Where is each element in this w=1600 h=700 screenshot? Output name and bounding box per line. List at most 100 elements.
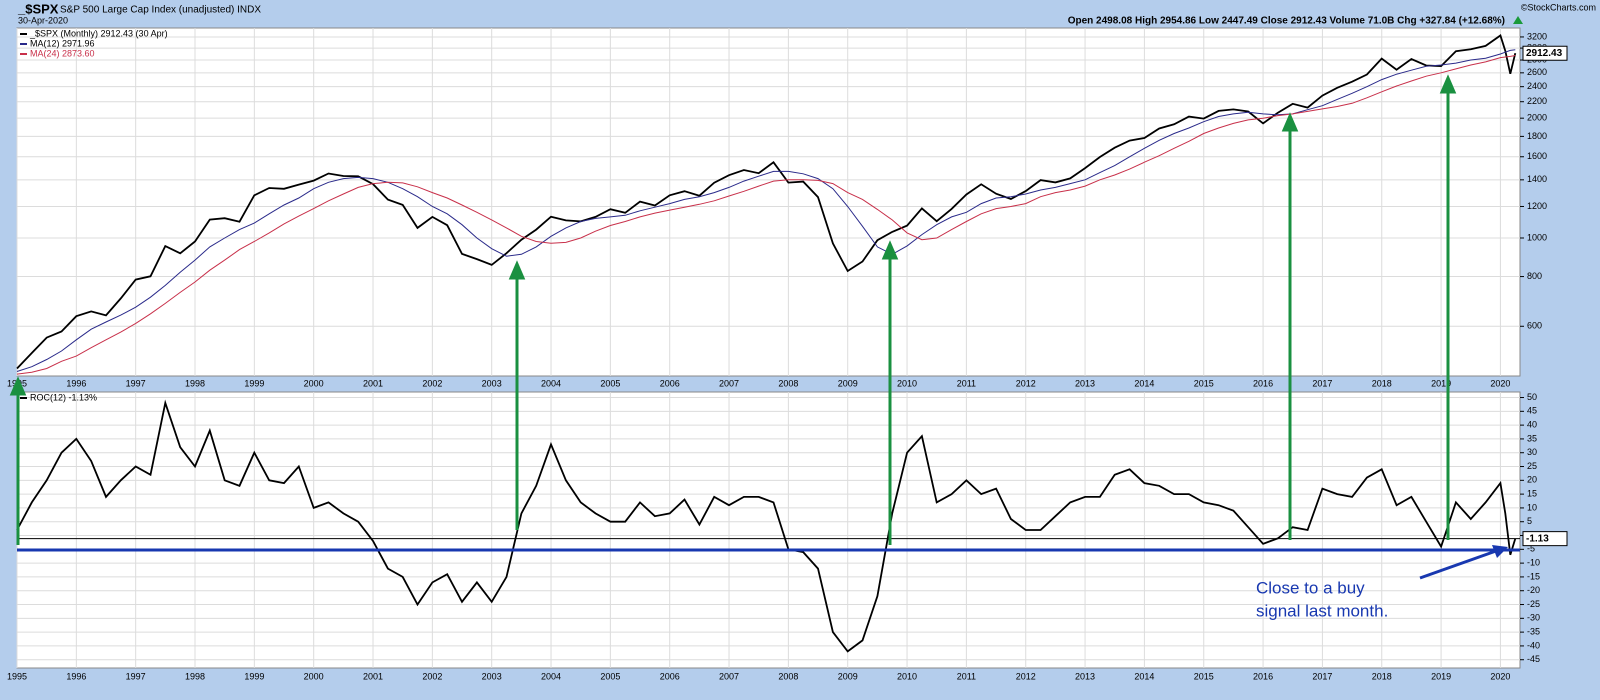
x-tick-label: 2020 xyxy=(1490,378,1510,388)
y-tick-label: -15 xyxy=(1527,571,1540,581)
annotation: signal last month. xyxy=(1256,601,1388,620)
x-tick-label: 2002 xyxy=(422,378,442,388)
y-tick-label: 15 xyxy=(1527,488,1537,498)
plot-area xyxy=(16,27,1521,377)
y-tick-label: -5 xyxy=(1527,544,1535,554)
value-tag xyxy=(1522,531,1568,547)
quote: Open 2498.08 High 2954.86 Low 2447.49 Cl… xyxy=(1068,16,1505,27)
legend-label: MA(24) 2873.60 xyxy=(30,48,95,58)
symbol-name: S&P 500 Large Cap Index (unadjusted) IND… xyxy=(60,5,261,16)
up-arrow xyxy=(1513,16,1523,24)
x-tick-label: 2017 xyxy=(1312,378,1332,388)
x-tick-label: 2019 xyxy=(1431,378,1451,388)
x-tick-label: 2011 xyxy=(957,378,976,388)
x-tick-label: 2016 xyxy=(1253,671,1273,681)
x-tick-label: 2000 xyxy=(304,378,324,388)
x-tick-label: 1995 xyxy=(7,671,27,681)
y-tick-label: 2200 xyxy=(1527,96,1547,106)
x-tick-label: 2003 xyxy=(482,671,502,681)
x-tick-label: 2015 xyxy=(1194,378,1214,388)
x-tick-label: 1998 xyxy=(185,378,205,388)
x-tick-label: 2008 xyxy=(778,378,798,388)
x-tick-label: 1996 xyxy=(66,378,86,388)
x-tick-label: 2019 xyxy=(1431,671,1451,681)
x-tick-label: 2006 xyxy=(660,378,680,388)
value-tag-label: 2912.43 xyxy=(1526,48,1563,59)
y-tick-label: 30 xyxy=(1527,447,1537,457)
annotation: Close to a buy xyxy=(1256,578,1365,597)
x-tick-label: 2002 xyxy=(422,671,442,681)
y-tick-label: 800 xyxy=(1527,271,1542,281)
x-tick-label: 2007 xyxy=(719,378,739,388)
y-tick-label: 45 xyxy=(1527,406,1537,416)
x-tick-label: 2014 xyxy=(1134,378,1154,388)
x-tick-label: 2013 xyxy=(1075,378,1095,388)
y-tick-label: 35 xyxy=(1527,433,1537,443)
x-tick-label: 2009 xyxy=(838,378,858,388)
y-tick-label: -45 xyxy=(1527,654,1540,664)
y-tick-label: -10 xyxy=(1527,557,1540,567)
value-tag-label: -1.13 xyxy=(1526,533,1549,544)
x-tick-label: 1997 xyxy=(126,671,146,681)
x-tick-label: 2012 xyxy=(1016,671,1036,681)
y-tick-label: 2000 xyxy=(1527,113,1547,123)
date: 30-Apr-2020 xyxy=(18,15,68,25)
x-tick-label: 2017 xyxy=(1312,671,1332,681)
y-tick-label: 25 xyxy=(1527,461,1537,471)
y-tick-label: -20 xyxy=(1527,585,1540,595)
x-tick-label: 2003 xyxy=(482,378,502,388)
y-tick-label: -30 xyxy=(1527,613,1540,623)
y-tick-label: 10 xyxy=(1527,502,1537,512)
x-tick-label: 2001 xyxy=(363,378,383,388)
x-tick-label: 2018 xyxy=(1372,378,1392,388)
legend-label: MA(12) 2971.96 xyxy=(30,38,95,48)
legend-label: ROC(12) -1.13% xyxy=(30,392,97,402)
y-tick-label: 1600 xyxy=(1527,151,1547,161)
y-tick-label: 50 xyxy=(1527,392,1537,402)
x-tick-label: 1998 xyxy=(185,671,205,681)
note-arrowhead xyxy=(1492,545,1508,558)
x-tick-label: 2016 xyxy=(1253,378,1273,388)
y-tick-label: 1000 xyxy=(1527,232,1547,242)
plots: 1995 1996 1997 1998 1999 2000 2001 2002 2003 2004… xyxy=(7,27,1568,681)
y-tick-label: 1200 xyxy=(1527,201,1547,211)
x-tick-label: 1999 xyxy=(244,378,264,388)
legend-label: _$SPX (Monthly) 2912.43 (30 Apr) xyxy=(29,28,168,38)
x-tick-label: 2001 xyxy=(363,671,383,681)
annotations: Close to a buy signal last month. xyxy=(9,74,1520,620)
note-arrow xyxy=(1419,549,1497,580)
x-tick-label: 2013 xyxy=(1075,671,1095,681)
symbol: _$SPX xyxy=(17,1,59,16)
x-tick-label: 2012 xyxy=(1016,378,1036,388)
y-tick-label: -35 xyxy=(1527,626,1540,636)
x-tick-label: 2018 xyxy=(1372,671,1392,681)
y-tick-label: 2600 xyxy=(1527,67,1547,77)
y-tick-label: -40 xyxy=(1527,640,1540,650)
x-tick-label: 2005 xyxy=(600,671,620,681)
x-tick-label: 2007 xyxy=(719,671,739,681)
series-line xyxy=(16,34,1517,370)
x-tick-label: 2010 xyxy=(897,671,917,681)
x-tick-label: 2008 xyxy=(778,671,798,681)
y-tick-label: 1400 xyxy=(1527,174,1547,184)
y-tick-label: 40 xyxy=(1527,419,1537,429)
y-tick-label: 3200 xyxy=(1527,31,1547,41)
x-tick-label: 2004 xyxy=(541,671,561,681)
value-tag xyxy=(1522,45,1568,61)
x-tick-label: 1997 xyxy=(126,378,146,388)
y-tick-label: 1800 xyxy=(1527,131,1547,141)
x-tick-label: 2004 xyxy=(541,378,561,388)
copyright: ©StockCharts.com xyxy=(1521,2,1596,12)
plot-area xyxy=(16,391,1521,669)
x-tick-label: 2014 xyxy=(1134,671,1154,681)
x-tick-label: 1996 xyxy=(66,671,86,681)
x-tick-label: 2011 xyxy=(957,671,976,681)
x-tick-label: 2015 xyxy=(1194,671,1214,681)
x-tick-label: 2005 xyxy=(600,378,620,388)
x-tick-label: 2009 xyxy=(838,671,858,681)
y-tick-label: 20 xyxy=(1527,475,1537,485)
y-tick-label: 5 xyxy=(1527,516,1532,526)
buy-arrows xyxy=(9,74,1457,545)
